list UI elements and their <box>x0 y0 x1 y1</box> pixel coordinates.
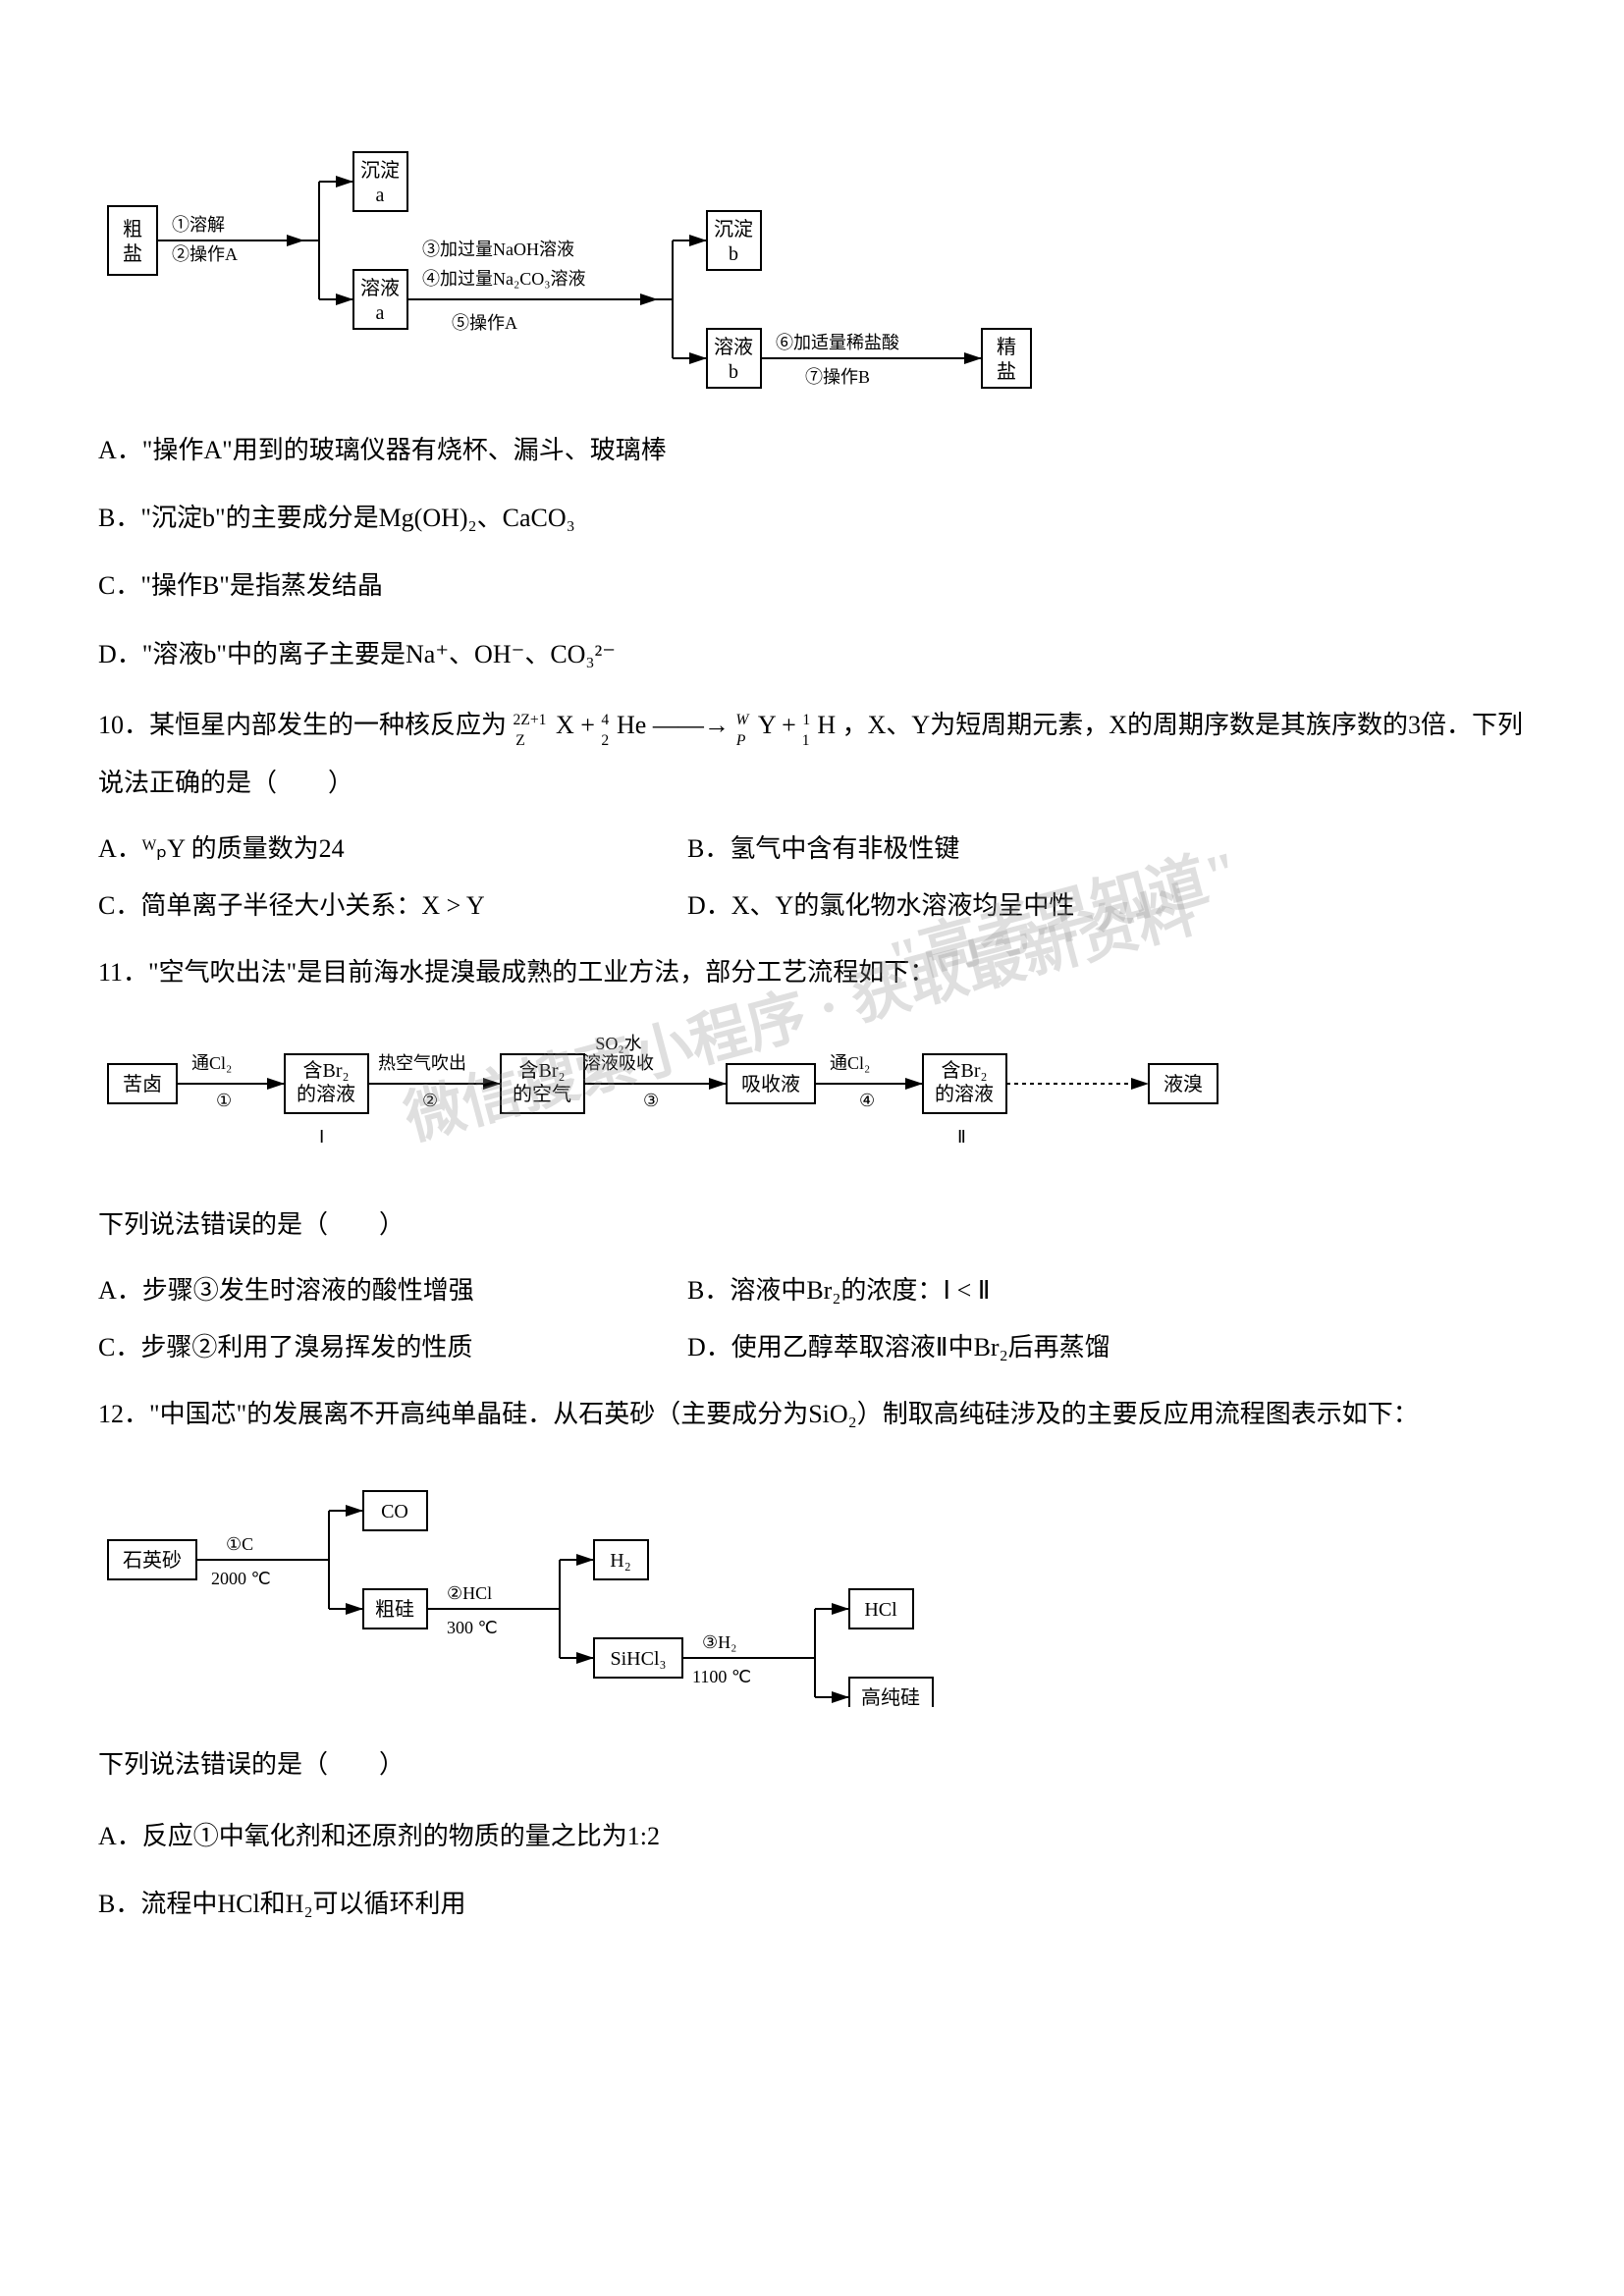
q10-option-d: D．X、Y的氯化物水溶液均呈中性 <box>687 883 1526 930</box>
svg-text:的溶液: 的溶液 <box>297 1083 355 1105</box>
label-step2: ②操作A <box>172 244 238 264</box>
label-step4: ④加过量Na₂CO₃溶液 <box>422 269 586 289</box>
box-crude-salt: 粗 <box>123 218 142 240</box>
label-roman1: Ⅰ <box>319 1127 324 1147</box>
q9-option-a: A．"操作A"用到的玻璃仪器有烧杯、漏斗、玻璃棒 <box>98 422 1526 478</box>
q10-option-c: C．简单离子半径大小关系：X > Y <box>98 883 687 930</box>
label-circle2: ② <box>422 1091 438 1110</box>
label-c: ①C <box>226 1534 253 1554</box>
box-liquidbr: 液溴 <box>1164 1073 1203 1095</box>
q10-option-a: A．ᵂₚY 的质量数为24 <box>98 827 687 873</box>
svg-text:沉淀: 沉淀 <box>714 218 753 240</box>
svg-text:b: b <box>729 361 738 383</box>
label-step7: ⑦操作B <box>805 367 870 387</box>
box-brine: 苦卤 <box>123 1073 162 1095</box>
svg-text:溶液: 溶液 <box>360 277 400 299</box>
q9-option-d: D．"溶液b"中的离子主要是Na⁺、OH⁻、CO₃²⁻ <box>98 626 1526 682</box>
q10-stem-part1: 10．某恒星内部发生的一种核反应为 <box>98 711 507 739</box>
svg-text:b: b <box>729 243 738 265</box>
label-hcl: ②HCl <box>447 1583 492 1603</box>
label-1100c: 1100 ℃ <box>692 1667 751 1686</box>
label-circle4: ④ <box>859 1091 875 1110</box>
box-hcl-out: HCl <box>864 1599 897 1621</box>
box-puresi: 高纯硅 <box>861 1686 920 1707</box>
label-step5: ⑤操作A <box>452 313 517 333</box>
box-h2: H₂ <box>610 1550 630 1572</box>
diagram-bromine-extraction: 苦卤 通Cl₂ ① 含Br₂ 的溶液 Ⅰ 热空气吹出 ② 含Br₂ 的空气 SO… <box>98 1020 1526 1167</box>
label-cl2-2: 通Cl₂ <box>830 1053 870 1073</box>
label-step6: ⑥加适量稀盐酸 <box>776 333 899 352</box>
label-h2-3: ③H₂ <box>702 1632 736 1652</box>
label-hotair: 热空气吹出 <box>378 1053 466 1073</box>
svg-text:沉淀: 沉淀 <box>360 159 400 182</box>
label-circle3: ③ <box>643 1091 659 1110</box>
q9-option-c: C．"操作B"是指蒸发结晶 <box>98 558 1526 614</box>
svg-text:盐: 盐 <box>997 360 1016 383</box>
label-300c: 300 ℃ <box>447 1618 498 1637</box>
q12-stem: 12．"中国芯"的发展离不开高纯单晶硅．从石英砂（主要成分为SiO₂）制取高纯硅… <box>98 1386 1526 1442</box>
label-cl2-1: 通Cl₂ <box>191 1053 232 1073</box>
q11-option-b: B．溶液中Br₂的浓度：Ⅰ < Ⅱ <box>687 1268 1526 1314</box>
box-crudesi: 粗硅 <box>375 1598 414 1621</box>
q11-stem: 11．"空气吹出法"是目前海水提溴最成熟的工业方法，部分工艺流程如下： <box>98 944 1526 1000</box>
label-step3: ③加过量NaOH溶液 <box>422 240 574 259</box>
diagram-salt-purification: 粗 盐 ①溶解 ②操作A 沉淀 a 溶液 a ③加过量NaOH溶液 ④加过量Na… <box>98 137 1526 393</box>
q11-option-a: A．步骤③发生时溶液的酸性增强 <box>98 1268 687 1314</box>
label-2000c: 2000 ℃ <box>211 1569 271 1588</box>
svg-text:a: a <box>376 185 385 206</box>
svg-text:精: 精 <box>997 336 1016 358</box>
q9-option-b: B．"沉淀b"的主要成分是Mg(OH)₂、CaCO₃ <box>98 490 1526 546</box>
svg-text:盐: 盐 <box>123 242 142 265</box>
svg-text:含Br₂: 含Br₂ <box>942 1059 988 1082</box>
q12-prompt: 下列说法错误的是（ ） <box>98 1736 1526 1792</box>
q12-option-a: A．反应①中氧化剂和还原剂的物质的量之比为1:2 <box>98 1808 1526 1864</box>
svg-text:的空气: 的空气 <box>513 1083 571 1105</box>
q12-option-b: B．流程中HCl和H₂可以循环利用 <box>98 1876 1526 1932</box>
svg-text:含Br₂: 含Br₂ <box>519 1059 566 1082</box>
svg-text:溶液: 溶液 <box>714 336 753 358</box>
box-sihcl3: SiHCl₃ <box>611 1648 667 1670</box>
q10-option-b: B．氢气中含有非极性键 <box>687 827 1526 873</box>
svg-text:含Br₂: 含Br₂ <box>303 1059 350 1082</box>
label-circle1: ① <box>216 1091 232 1110</box>
box-absorb: 吸收液 <box>741 1073 800 1095</box>
box-quartz: 石英砂 <box>123 1549 182 1572</box>
q11-prompt: 下列说法错误的是（ ） <box>98 1197 1526 1253</box>
svg-text:SO₂水: SO₂水 <box>595 1034 641 1053</box>
svg-text:a: a <box>376 302 385 324</box>
box-co: CO <box>381 1501 408 1522</box>
svg-text:的溶液: 的溶液 <box>935 1083 994 1105</box>
label-step1: ①溶解 <box>172 215 225 235</box>
q11-option-c: C．步骤②利用了溴易挥发的性质 <box>98 1325 687 1371</box>
svg-text:溶液吸收: 溶液吸收 <box>583 1053 654 1073</box>
diagram-silicon: 石英砂 ①C 2000 ℃ CO 粗硅 ②HCl 300 ℃ H₂ SiHCl₃… <box>98 1462 1526 1707</box>
label-roman2: Ⅱ <box>957 1127 966 1147</box>
q10-stem: 10．某恒星内部发生的一种核反应为 2Z+1Z X + 42 He ——→ WP… <box>98 697 1526 812</box>
q11-option-d: D．使用乙醇萃取溶液Ⅱ中Br₂后再蒸馏 <box>687 1325 1526 1371</box>
